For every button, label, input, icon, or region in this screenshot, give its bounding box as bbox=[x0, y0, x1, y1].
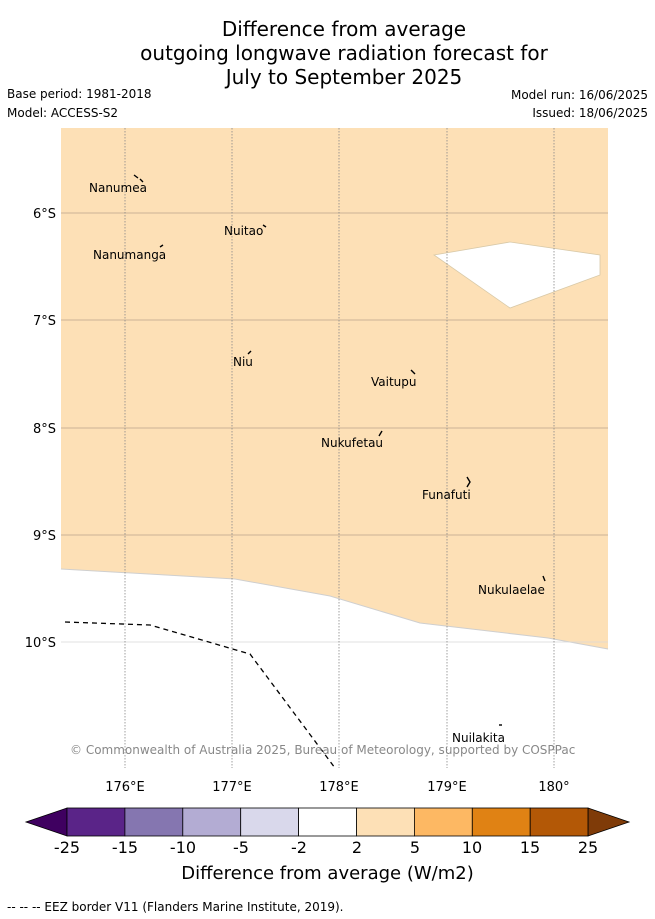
eez-legend-note: -- -- -- EEZ border V11 (Flanders Marine… bbox=[7, 900, 344, 914]
place-label-nukufetau: Nukufetau bbox=[321, 436, 383, 450]
lon-label-176e: 176°E bbox=[105, 780, 145, 795]
colorbar-segment bbox=[356, 807, 415, 837]
colorbar-extend-low bbox=[24, 807, 68, 837]
place-label-nukulaelae: Nukulaelae bbox=[478, 583, 545, 597]
model-run: Model run: 16/06/2025 bbox=[510, 88, 648, 102]
colorbar-label-n10: -10 bbox=[169, 838, 197, 857]
island-marks bbox=[133, 174, 546, 726]
island-nuitao bbox=[262, 224, 267, 228]
lat-label-8s: 8°S bbox=[33, 422, 56, 437]
lon-label-177e: 177°E bbox=[212, 780, 252, 795]
place-label-niu: Niu bbox=[233, 355, 253, 369]
place-label-nuitao: Nuitao bbox=[224, 224, 263, 238]
lat-label-9s: 9°S bbox=[33, 529, 56, 544]
place-label-nanumanga: Nanumanga bbox=[93, 248, 166, 262]
lon-label-178e: 178°E bbox=[319, 780, 359, 795]
island-vaitupu bbox=[410, 369, 416, 375]
lon-label-180: 180° bbox=[538, 780, 569, 795]
colorbar-label-10: 10 bbox=[461, 838, 483, 857]
island-funafuti bbox=[466, 476, 471, 488]
title-line-1: Difference from average bbox=[221, 17, 467, 41]
island-nanumea bbox=[133, 174, 144, 183]
title-line-3: July to September 2025 bbox=[225, 65, 463, 89]
colorbar-segment bbox=[529, 807, 589, 837]
island-nukufetau bbox=[378, 430, 383, 437]
colorbar-segment bbox=[124, 807, 184, 837]
blank-patch bbox=[432, 241, 601, 309]
copyright-notice: © Commonwealth of Australia 2025, Bureau… bbox=[70, 743, 575, 757]
colorbar-label-25: 25 bbox=[577, 838, 599, 857]
colorbar-label-n5: -5 bbox=[233, 838, 249, 857]
lat-label-10s: 10°S bbox=[25, 636, 56, 651]
place-label-vaitupu: Vaitupu bbox=[371, 375, 417, 389]
colorbar-label-5: 5 bbox=[409, 838, 421, 857]
latitude-gridlines bbox=[61, 212, 608, 643]
island-nukulaelae bbox=[542, 575, 546, 582]
colorbar-label-n25: -25 bbox=[53, 838, 81, 857]
colorbar-label-n15: -15 bbox=[111, 838, 139, 857]
lon-label-179e: 179°E bbox=[427, 780, 467, 795]
island-nanumanga bbox=[159, 244, 164, 248]
colorbar-segment bbox=[471, 807, 531, 837]
colorbar-segment bbox=[182, 807, 242, 837]
eez-border bbox=[64, 621, 336, 769]
island-niu bbox=[247, 350, 252, 355]
colorbar-segment bbox=[413, 807, 473, 837]
place-label-nuilakita: Nuilakita bbox=[452, 731, 505, 745]
base-period: Base period: 1981-2018 bbox=[7, 87, 152, 101]
anomaly-fill-region bbox=[61, 128, 608, 649]
colorbar-label-2: 2 bbox=[351, 838, 363, 857]
lat-label-7s: 7°S bbox=[33, 314, 56, 329]
colorbar-segment bbox=[240, 807, 299, 837]
lat-label-6s: 6°S bbox=[33, 207, 56, 222]
colorbar-title: Difference from average (W/m2) bbox=[181, 863, 474, 884]
region-boundary bbox=[60, 568, 609, 650]
place-label-funafuti: Funafuti bbox=[422, 488, 471, 502]
colorbar-segment bbox=[298, 807, 357, 837]
colorbar-label-15: 15 bbox=[519, 838, 541, 857]
colorbar-segment bbox=[66, 807, 126, 837]
title-line-2: outgoing longwave radiation forecast for bbox=[140, 41, 548, 65]
colorbar bbox=[24, 807, 631, 837]
issued-date: Issued: 18/06/2025 bbox=[532, 106, 648, 120]
colorbar-label-n2: -2 bbox=[291, 838, 307, 857]
place-label-nanumea: Nanumea bbox=[89, 181, 147, 195]
model-name: Model: ACCESS-S2 bbox=[7, 106, 119, 120]
colorbar-extend-high bbox=[587, 807, 631, 837]
